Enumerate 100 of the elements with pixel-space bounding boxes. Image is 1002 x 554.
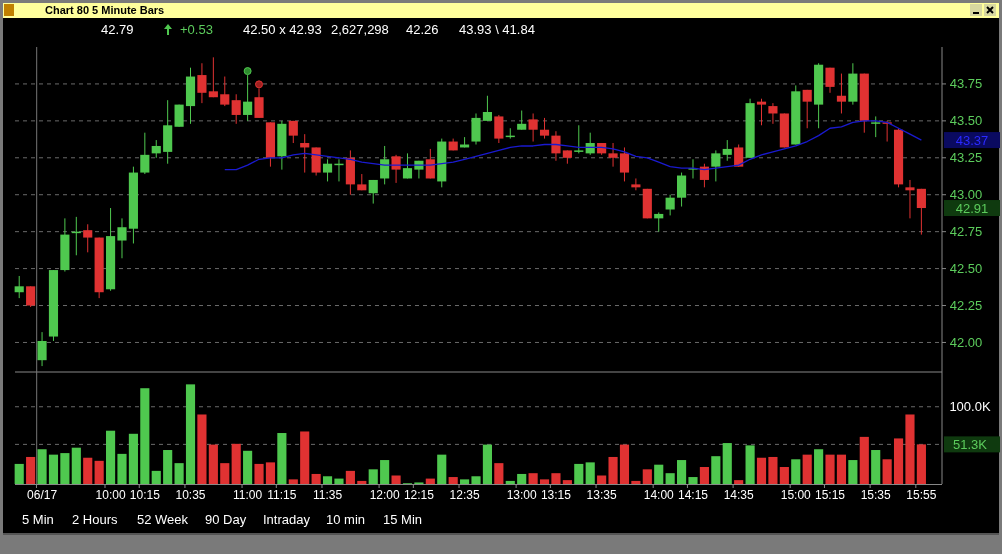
bar [722, 443, 732, 484]
bar [814, 449, 824, 484]
bar [334, 478, 344, 484]
candlestick [117, 217, 127, 259]
bar [163, 450, 173, 484]
bar [539, 479, 550, 484]
bar [574, 463, 584, 484]
text: 10 min [326, 512, 366, 527]
x-tick-label: 10:15 [129, 488, 161, 502]
bar [677, 460, 687, 484]
bar [14, 463, 24, 484]
x-tick-label: 10:00 [95, 488, 126, 502]
x-tick-label: 14:15 [677, 488, 709, 502]
candlestick [677, 172, 687, 208]
text: 42.91 [955, 200, 989, 216]
x-tick-label: 11:15 [267, 488, 297, 502]
y-tick-label: 43.25 [949, 150, 983, 166]
bar [585, 462, 595, 484]
text: 42.26 [406, 22, 439, 37]
bar [185, 384, 196, 484]
x-tick-label: 14:35 [723, 488, 755, 502]
bar [128, 433, 138, 484]
x-tick-label: 15:55 [906, 488, 937, 502]
bar [825, 454, 835, 484]
bar [471, 476, 481, 484]
bar [380, 460, 390, 484]
bar [437, 454, 447, 484]
text: 15 Min [383, 512, 423, 527]
bar [368, 469, 378, 484]
bar [699, 467, 709, 484]
bar [494, 463, 504, 484]
bar [836, 454, 847, 484]
x-tick-label: 13:00 [506, 488, 538, 502]
bar [151, 470, 161, 484]
candlestick [494, 114, 504, 144]
bar [608, 456, 618, 484]
bar [71, 447, 81, 484]
candlestick [322, 158, 333, 182]
bar [265, 462, 276, 484]
candlestick [220, 76, 230, 107]
candlestick [391, 154, 401, 184]
bar [254, 463, 264, 484]
candlestick [140, 132, 150, 175]
bar [106, 430, 116, 484]
bar [745, 445, 755, 484]
candlestick [425, 148, 435, 179]
candlestick [231, 93, 241, 125]
text: 5 Min [22, 512, 54, 527]
candlestick [916, 188, 926, 236]
x-tick-label: 13:35 [586, 488, 617, 502]
candlestick [825, 67, 835, 94]
x-tick-label: 11:35 [312, 488, 343, 502]
candlestick [14, 275, 24, 299]
y-tick-label: 100.0K [949, 399, 991, 415]
bar [391, 475, 401, 484]
y-tick-label: 43.00 [949, 187, 983, 203]
bar [482, 444, 492, 484]
bar [288, 479, 298, 484]
bar [460, 479, 470, 484]
candlestick [665, 194, 675, 216]
bar [197, 414, 207, 484]
bar [756, 457, 767, 484]
text: 52 Week [137, 512, 189, 527]
bar [802, 454, 812, 484]
candlestick [836, 73, 847, 114]
bar [448, 477, 458, 484]
candlestick [208, 56, 218, 98]
candlestick [482, 95, 492, 122]
bar [882, 459, 892, 484]
bar [597, 475, 607, 484]
bar [619, 444, 630, 484]
candlestick [197, 62, 207, 104]
bar [517, 473, 527, 484]
candlestick [402, 152, 413, 179]
x-tick-label: 12:35 [449, 488, 480, 502]
bar [231, 443, 241, 484]
bar [425, 478, 435, 484]
text: Intraday [263, 512, 311, 527]
bar [174, 463, 184, 484]
bar [243, 450, 253, 484]
bar [300, 431, 310, 484]
candlestick [83, 223, 93, 253]
candlestick [471, 112, 481, 145]
candlestick [528, 112, 538, 143]
bar [94, 460, 104, 484]
bar [37, 449, 47, 484]
candlestick [722, 139, 732, 162]
bar [859, 436, 869, 484]
bar [905, 414, 915, 484]
text: 43.93 \ 41.84 [459, 22, 535, 37]
bar [140, 388, 150, 484]
x-tick-label: 06/17 [27, 488, 58, 502]
text: 42.79 [101, 22, 134, 37]
candlestick [631, 177, 641, 191]
bar [665, 473, 675, 484]
bar [711, 456, 721, 484]
bar [734, 480, 744, 484]
bar [562, 480, 572, 484]
x-tick-label: 12:00 [369, 488, 400, 502]
x-tick-label: 12:15 [403, 488, 435, 502]
